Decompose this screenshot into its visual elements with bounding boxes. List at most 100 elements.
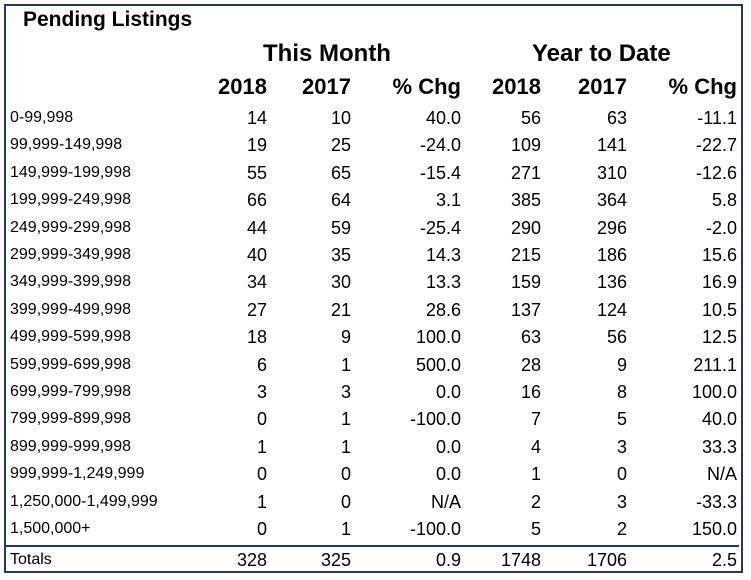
totals-month-pct-chg: 0.9 xyxy=(435,550,461,570)
totals-ytd-pct-chg: 2.5 xyxy=(711,550,737,570)
month-2018-cell: 44 xyxy=(246,217,267,238)
month-2018-cell: 1 xyxy=(256,436,267,457)
range-cell: 249,999-299,998 xyxy=(10,218,131,236)
table-row: 0-99,998 14 10 40.0 56 63 -11.1 xyxy=(0,106,751,133)
ytd-2017-cell: 364 xyxy=(596,190,627,211)
ytd-pct-chg-cell: N/A xyxy=(706,464,737,485)
totals-row: Totals 328 325 0.9 1748 1706 2.5 xyxy=(0,548,751,575)
month-2018-cell: 0 xyxy=(256,519,267,539)
ytd-pct-chg-cell: 10.5 xyxy=(701,299,737,320)
month-2017-cell: 1 xyxy=(340,519,351,539)
month-2017-cell: 0 xyxy=(340,464,351,485)
month-2018-cell: 55 xyxy=(246,162,267,183)
totals-month-2017: 325 xyxy=(320,550,351,570)
column-header-ytd-2017: 2017 xyxy=(578,74,627,99)
table-row: 499,999-599,998 18 9 100.0 63 56 12.5 xyxy=(0,325,751,352)
ytd-2017-cell: 2 xyxy=(616,519,627,539)
range-cell: 899,999-999,998 xyxy=(10,437,131,455)
ytd-2017-cell: 3 xyxy=(616,436,627,457)
range-cell: 349,999-399,998 xyxy=(10,273,131,291)
ytd-2017-cell: 9 xyxy=(616,354,627,375)
ytd-2018-cell: 215 xyxy=(510,245,541,265)
table-row: 399,999-499,998 27 21 28.6 137 124 10.5 xyxy=(0,298,751,325)
ytd-2017-cell: 186 xyxy=(596,245,627,265)
ytd-2018-cell: 63 xyxy=(520,327,541,348)
table-row: 1,250,000-1,499,999 1 0 N/A 2 3 -33.3 xyxy=(0,490,751,517)
ytd-2018-cell: 7 xyxy=(530,409,541,430)
table-row: 99,999-149,998 19 25 -24.0 109 141 -22.7 xyxy=(0,133,751,160)
ytd-2017-cell: 5 xyxy=(616,409,627,430)
range-cell: 699,999-799,998 xyxy=(10,383,131,400)
group-header-this-month: This Month xyxy=(263,40,391,67)
ytd-pct-chg-cell: -22.7 xyxy=(695,135,737,156)
ytd-2017-cell: 56 xyxy=(606,327,627,348)
month-pct-chg-cell: 3.1 xyxy=(435,190,461,211)
ytd-pct-chg-cell: 16.9 xyxy=(701,272,737,293)
month-pct-chg-cell: 0.0 xyxy=(435,382,461,402)
month-pct-chg-cell: 40.0 xyxy=(425,108,461,128)
ytd-2017-cell: 3 xyxy=(616,491,627,512)
ytd-pct-chg-cell: 211.1 xyxy=(693,354,737,375)
month-pct-chg-cell: N/A xyxy=(430,491,461,512)
table-row: 999,999-1,249,999 0 0 0.0 1 0 N/A xyxy=(0,462,751,489)
ytd-2017-cell: 0 xyxy=(616,464,627,485)
table-row: 599,999-699,998 6 1 500.0 28 9 211.1 xyxy=(0,353,751,380)
month-2017-cell: 35 xyxy=(330,245,351,265)
month-2018-cell: 0 xyxy=(256,464,267,485)
month-pct-chg-cell: -15.4 xyxy=(419,162,461,183)
ytd-2017-cell: 136 xyxy=(596,272,627,293)
table-row: 149,999-199,998 55 65 -15.4 271 310 -12.6 xyxy=(0,161,751,188)
ytd-pct-chg-cell: 15.6 xyxy=(701,245,737,265)
month-2017-cell: 10 xyxy=(330,108,351,128)
column-header-month-2017: 2017 xyxy=(302,74,351,99)
ytd-pct-chg-cell: 33.3 xyxy=(701,436,737,457)
ytd-2017-cell: 310 xyxy=(596,162,627,183)
month-2018-cell: 66 xyxy=(246,190,267,211)
range-cell: 149,999-199,998 xyxy=(10,163,131,181)
table-row: 299,999-349,998 40 35 14.3 215 186 15.6 xyxy=(0,243,751,270)
totals-ytd-2017: 1706 xyxy=(586,550,627,570)
column-header-month-2018: 2018 xyxy=(218,74,267,99)
month-2018-cell: 34 xyxy=(246,272,267,293)
ytd-2018-cell: 271 xyxy=(510,162,541,183)
ytd-2018-cell: 28 xyxy=(520,354,541,375)
ytd-2018-cell: 159 xyxy=(510,272,541,293)
month-2018-cell: 27 xyxy=(246,299,267,320)
month-2017-cell: 1 xyxy=(340,354,351,375)
ytd-2017-cell: 296 xyxy=(596,217,627,238)
table-row: 799,999-899,998 0 1 -100.0 7 5 40.0 xyxy=(0,407,751,434)
ytd-pct-chg-cell: -2.0 xyxy=(705,217,737,238)
ytd-pct-chg-cell: 40.0 xyxy=(701,409,737,430)
range-cell: 799,999-899,998 xyxy=(10,410,131,428)
month-2017-cell: 1 xyxy=(340,409,351,430)
month-2018-cell: 3 xyxy=(256,382,267,402)
totals-separator xyxy=(4,545,739,547)
group-header-year-to-date: Year to Date xyxy=(532,40,671,67)
totals-ytd-2018: 1748 xyxy=(500,550,541,570)
month-pct-chg-cell: 14.3 xyxy=(425,245,461,265)
range-cell: 499,999-599,998 xyxy=(10,328,131,346)
ytd-2018-cell: 385 xyxy=(510,190,541,211)
ytd-2018-cell: 2 xyxy=(530,491,541,512)
column-header-ytd-2018: 2018 xyxy=(492,74,541,99)
ytd-pct-chg-cell: -11.1 xyxy=(697,108,737,128)
month-pct-chg-cell: -100.0 xyxy=(409,409,461,430)
month-2017-cell: 0 xyxy=(340,491,351,512)
ytd-pct-chg-cell: 12.5 xyxy=(701,327,737,348)
month-pct-chg-cell: 100.0 xyxy=(415,327,461,348)
range-cell: 0-99,998 xyxy=(10,109,74,126)
totals-label: Totals xyxy=(10,551,52,568)
ytd-2017-cell: 124 xyxy=(596,299,627,320)
ytd-pct-chg-cell: -12.6 xyxy=(695,162,737,183)
column-header-month-pct-chg: % Chg xyxy=(392,74,461,99)
month-2017-cell: 25 xyxy=(330,135,351,156)
month-2018-cell: 1 xyxy=(256,491,267,512)
range-cell: 999,999-1,249,999 xyxy=(10,465,145,483)
ytd-pct-chg-cell: 5.8 xyxy=(711,190,737,211)
month-2018-cell: 18 xyxy=(246,327,267,348)
month-2017-cell: 21 xyxy=(330,299,351,320)
ytd-2017-cell: 141 xyxy=(596,135,627,156)
range-cell: 1,250,000-1,499,999 xyxy=(10,492,158,510)
month-pct-chg-cell: 0.0 xyxy=(435,436,461,457)
month-2017-cell: 30 xyxy=(330,272,351,293)
